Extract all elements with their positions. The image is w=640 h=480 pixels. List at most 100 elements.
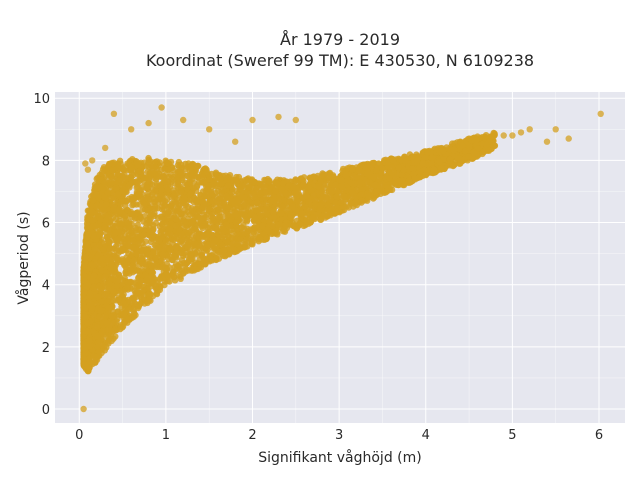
data-point	[188, 205, 195, 212]
data-point	[120, 311, 128, 318]
data-point	[116, 208, 124, 215]
data-point	[246, 183, 254, 191]
data-point	[105, 338, 112, 345]
data-point	[171, 180, 179, 187]
data-point	[93, 203, 100, 210]
data-point	[305, 220, 312, 227]
data-point	[338, 183, 345, 190]
data-point	[381, 157, 388, 164]
data-point	[109, 313, 116, 320]
data-point	[103, 234, 111, 241]
data-point	[103, 319, 110, 326]
data-point	[153, 263, 161, 271]
data-point	[131, 300, 139, 307]
data-point	[156, 223, 163, 230]
data-point	[122, 163, 129, 170]
data-point	[229, 189, 236, 196]
data-point	[97, 216, 104, 223]
chart-title-line2: Koordinat (Sweref 99 TM): E 430530, N 61…	[146, 51, 534, 70]
data-point	[148, 262, 155, 269]
data-point	[337, 199, 345, 206]
data-point	[110, 214, 117, 221]
data-point	[323, 194, 330, 201]
data-point	[264, 226, 271, 233]
data-point	[263, 234, 270, 242]
data-point	[143, 276, 150, 284]
data-point	[255, 233, 262, 240]
data-point	[90, 232, 97, 240]
data-point	[167, 220, 175, 227]
data-point	[130, 244, 137, 251]
data-point	[125, 227, 133, 234]
data-point	[130, 305, 137, 313]
data-point	[113, 236, 120, 244]
data-points	[80, 104, 604, 413]
data-point	[311, 196, 319, 203]
data-point	[423, 154, 430, 161]
data-point	[395, 164, 402, 171]
data-point	[146, 217, 153, 224]
data-point	[110, 206, 118, 213]
data-point	[138, 247, 145, 255]
data-point	[221, 246, 228, 254]
data-point	[251, 214, 258, 222]
data-point	[89, 208, 96, 215]
data-point	[96, 313, 103, 320]
data-point	[250, 190, 257, 197]
data-point	[169, 270, 177, 277]
data-point	[260, 217, 268, 225]
data-point	[114, 161, 122, 168]
data-point	[181, 262, 189, 269]
data-point	[152, 205, 159, 212]
data-point	[282, 190, 290, 197]
data-point	[238, 230, 246, 237]
data-point	[112, 333, 119, 340]
data-point	[279, 180, 286, 187]
chart-title-line1: År 1979 - 2019	[280, 30, 400, 49]
data-point	[153, 237, 160, 244]
data-point	[263, 210, 270, 217]
data-point	[102, 201, 110, 208]
data-point	[111, 223, 118, 230]
data-point	[289, 203, 296, 210]
data-point	[130, 195, 138, 202]
data-point	[178, 230, 185, 238]
data-point	[203, 247, 210, 254]
data-point	[437, 164, 444, 172]
data-point	[116, 177, 123, 184]
data-point	[141, 201, 148, 208]
data-point	[191, 240, 199, 247]
data-point	[229, 240, 236, 247]
data-point	[176, 205, 183, 212]
data-point	[118, 303, 125, 311]
data-point	[139, 261, 146, 268]
data-point	[182, 268, 189, 275]
data-point	[133, 201, 140, 208]
data-point	[236, 246, 243, 253]
data-point	[193, 213, 201, 220]
data-point	[136, 289, 143, 296]
data-point	[143, 162, 150, 170]
data-point	[178, 161, 185, 168]
data-point	[167, 230, 174, 238]
data-point	[240, 194, 248, 202]
data-point	[134, 267, 141, 274]
data-point	[133, 250, 140, 258]
data-point	[147, 273, 154, 280]
data-point	[169, 187, 177, 194]
data-point	[112, 229, 119, 236]
data-point	[158, 257, 165, 265]
data-point	[203, 168, 211, 176]
data-point	[106, 238, 113, 246]
data-point	[119, 276, 126, 284]
data-point	[324, 201, 332, 209]
data-point	[236, 236, 244, 243]
data-point	[113, 282, 121, 289]
data-point	[125, 241, 132, 249]
data-point	[157, 283, 164, 290]
data-point	[177, 238, 184, 245]
data-point	[89, 197, 97, 204]
data-point	[128, 166, 135, 173]
data-point	[168, 194, 175, 201]
data-point	[204, 241, 211, 248]
